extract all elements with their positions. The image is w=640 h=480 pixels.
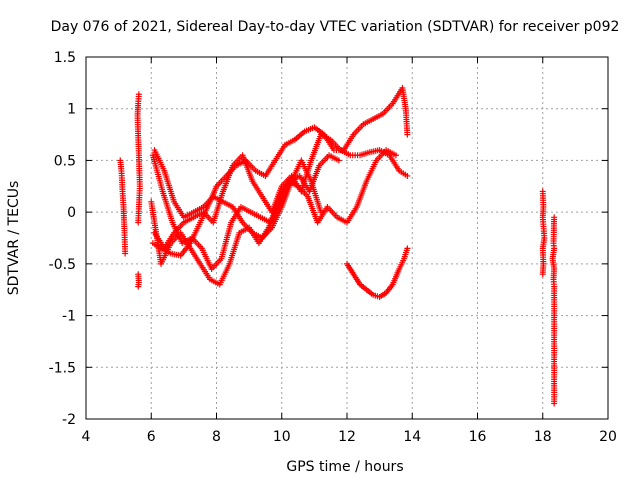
data-point xyxy=(551,400,558,407)
series-track-late-b xyxy=(549,214,558,407)
x-tick-label: 8 xyxy=(212,429,221,445)
data-point xyxy=(135,219,142,226)
x-axis-label: GPS time / hours xyxy=(286,459,403,475)
x-tick-label: 4 xyxy=(82,429,91,445)
data-point xyxy=(122,250,129,257)
axis-layer: 4 6 8 10 12 14 16 18 20 -2 -1.5 -1 -0.5 0 0.5 1 1.5 xyxy=(49,50,617,445)
data-point xyxy=(404,172,411,179)
series-track-early-a xyxy=(117,157,129,257)
y-tick-label: 0.5 xyxy=(54,153,76,169)
data-point xyxy=(335,157,342,164)
series-track-early-c xyxy=(135,271,142,290)
y-tick-label: -2 xyxy=(62,412,76,428)
series-track-f xyxy=(344,245,411,300)
data-point xyxy=(135,283,142,290)
y-axis-label: SDTVAR / TECUs xyxy=(6,181,22,296)
series-track-c xyxy=(148,147,399,288)
x-tick-label: 16 xyxy=(469,429,487,445)
data-point xyxy=(404,245,411,252)
y-tick-label: -0.5 xyxy=(49,257,76,273)
data-point xyxy=(392,152,399,159)
points-layer xyxy=(117,85,558,407)
grid-layer xyxy=(86,57,608,419)
y-tick-label: 1 xyxy=(67,102,76,118)
chart-title: Day 076 of 2021, Sidereal Day-to-day VTE… xyxy=(51,19,620,35)
x-tick-label: 6 xyxy=(147,429,156,445)
y-tick-label: -1 xyxy=(62,309,76,325)
data-point xyxy=(404,131,411,138)
x-tick-label: 14 xyxy=(403,429,421,445)
series-track-d xyxy=(149,152,342,273)
y-tick-label: 0 xyxy=(67,205,76,221)
data-point xyxy=(539,271,546,278)
series-track-late-a xyxy=(539,188,548,278)
y-tick-label: -1.5 xyxy=(49,360,76,376)
x-tick-label: 12 xyxy=(338,429,356,445)
x-tick-label: 10 xyxy=(273,429,291,445)
y-tick-label: 1.5 xyxy=(54,50,76,66)
x-tick-label: 20 xyxy=(599,429,617,445)
x-tick-label: 18 xyxy=(534,429,552,445)
data-point xyxy=(317,209,324,216)
series-track-early-b xyxy=(134,91,143,226)
series-track-e xyxy=(151,147,324,241)
